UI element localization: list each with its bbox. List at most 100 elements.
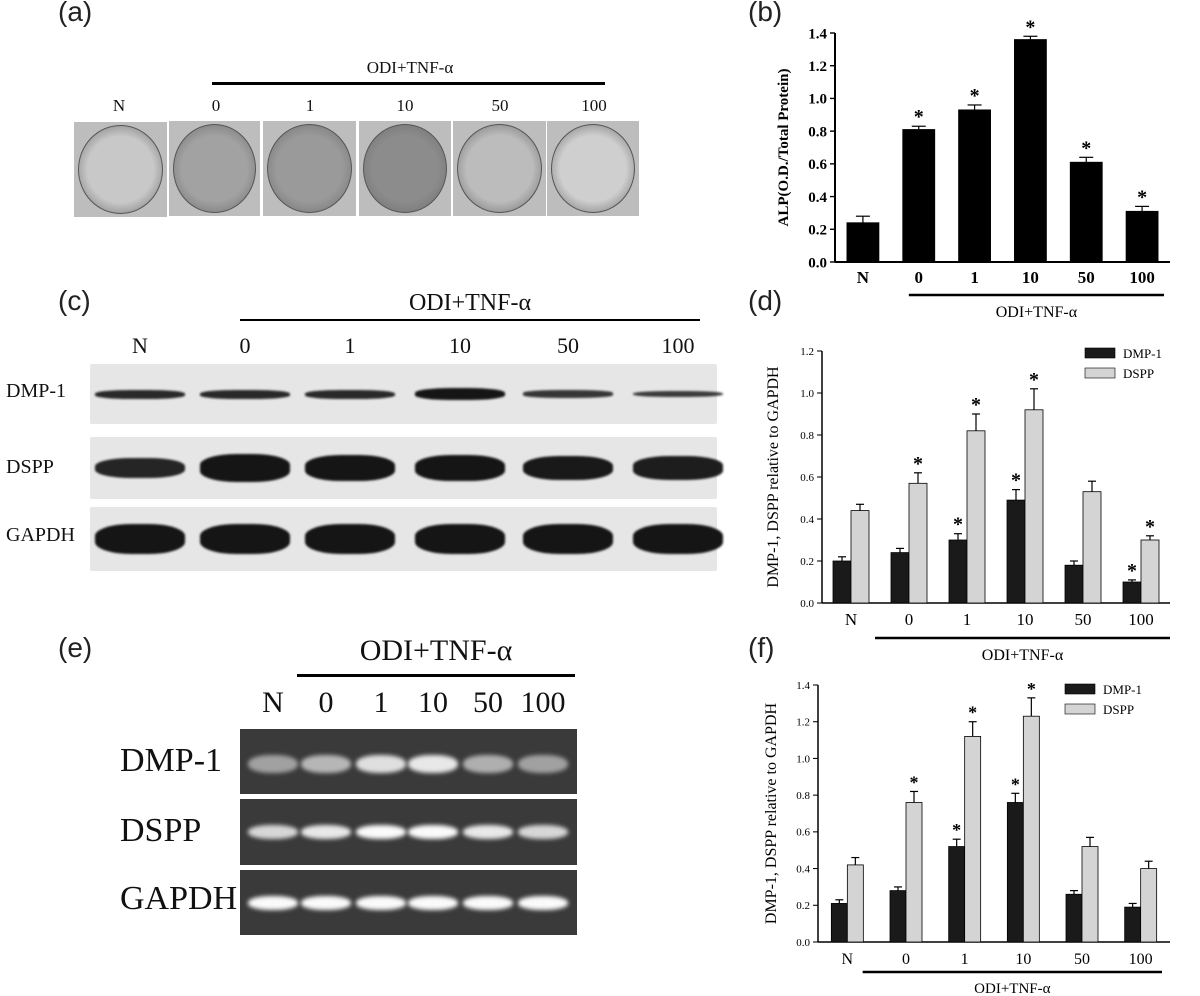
gel-image [240,870,577,935]
blot-band [95,524,185,554]
bar [905,802,923,943]
category-label: 1 [961,951,969,968]
bar [966,430,986,604]
blot-band [523,390,613,398]
group-label: ODI+TNF-α [996,304,1078,321]
bar [850,510,870,604]
blot-band [633,456,723,480]
bar [1082,491,1102,604]
lane-label-a: 100 [581,96,607,115]
significance-marker: * [1025,18,1035,38]
culture-dish-image [453,121,546,216]
gel-band [518,825,568,839]
legend-label: DMP-1 [1123,346,1162,361]
dish-well [551,124,635,213]
bar [1125,210,1159,263]
bar [890,552,910,604]
bar [1140,539,1160,604]
panel-label-a: (a) [58,0,93,27]
legend-label: DSPP [1103,702,1134,717]
row-label-e: GAPDH [120,880,238,917]
y-tick-label: 1.2 [808,59,827,75]
y-tick-label: 1.4 [808,26,827,42]
culture-dish-image [169,121,260,216]
significance-marker: * [913,453,923,475]
category-label: 0 [902,951,910,968]
y-tick-label: 0.2 [800,556,814,568]
blot-band [415,388,505,400]
bar [1140,868,1158,943]
gel-band [408,825,458,839]
y-tick-label: 0.8 [796,790,810,802]
lane-label-e: 100 [520,686,566,719]
bar [889,890,907,943]
blot-band [305,389,395,399]
legend-label: DMP-1 [1103,682,1142,697]
blot-band [633,390,723,398]
lane-label-a: N [112,96,126,115]
gel-band [248,895,298,910]
gel-band [408,895,458,910]
y-tick-label: 1.0 [796,753,810,765]
row-label-c: GAPDH [6,524,75,546]
significance-marker: * [971,394,981,416]
category-label: 0 [905,610,914,629]
y-axis-label: ALP(O.D./Total Protein) [776,69,792,227]
blot-band [305,455,395,481]
y-tick-label: 0.2 [796,900,810,912]
y-tick-label: 0.0 [800,598,814,610]
panel-label-b: (b) [748,0,783,27]
dish-well [173,124,256,213]
bar [830,903,848,943]
bar [902,129,936,263]
panel-label-d: (d) [748,285,783,316]
gel-band [248,825,298,839]
significance-marker: * [914,106,924,128]
y-tick-label: 0.6 [808,157,827,173]
significance-marker: * [1011,470,1021,492]
y-tick-label: 1.2 [796,717,810,729]
group-label-e: ODI+TNF-α [359,634,513,667]
y-tick-label: 0.6 [800,472,814,484]
lane-label-a: 1 [305,96,315,115]
bar [1006,499,1026,604]
bar [1014,39,1047,263]
gel-band [356,895,406,910]
bar [948,539,968,604]
blot-strip [90,437,723,499]
y-tick-label: 0.2 [808,223,827,239]
blot-band [523,455,613,481]
y-tick-label: 0.4 [800,514,814,526]
bar [964,736,982,943]
dish-well [78,125,163,214]
category-label: 100 [1128,610,1154,629]
y-axis-label: DMP-1, DSPP relative to GAPDH [763,702,780,924]
significance-marker: * [952,820,961,840]
significance-marker: * [1127,560,1137,582]
significance-marker: * [953,514,963,536]
chart-f: 0.0 0.2 0.4 0.6 0.8 1.0 1.2 1.4 DMP-1, DSPP rela… [763,679,1170,996]
category-label: 100 [1129,268,1155,287]
bar [1064,564,1084,604]
significance-marker: * [1137,186,1147,208]
y-tick-label: 0.4 [796,863,810,875]
bar [1065,893,1083,943]
gel-band [356,754,406,773]
lane-label-a: 50 [491,96,509,115]
category-label: N [845,610,857,629]
group-label: ODI+TNF-α [982,647,1064,664]
category-label: 50 [1078,268,1095,287]
panel-label-c: (c) [58,285,91,316]
y-tick-label: 0.0 [808,255,827,271]
bar [1081,846,1099,943]
dish-well [363,124,447,213]
lane-label-e: 10 [418,686,448,719]
category-label: 100 [1129,951,1153,968]
bar [1069,161,1103,263]
gel-band [301,895,351,910]
category-label: N [857,268,870,287]
category-label: N [842,951,854,968]
bar [1006,802,1024,943]
row-label-c: DMP-1 [6,380,67,402]
gel-image [240,799,577,865]
